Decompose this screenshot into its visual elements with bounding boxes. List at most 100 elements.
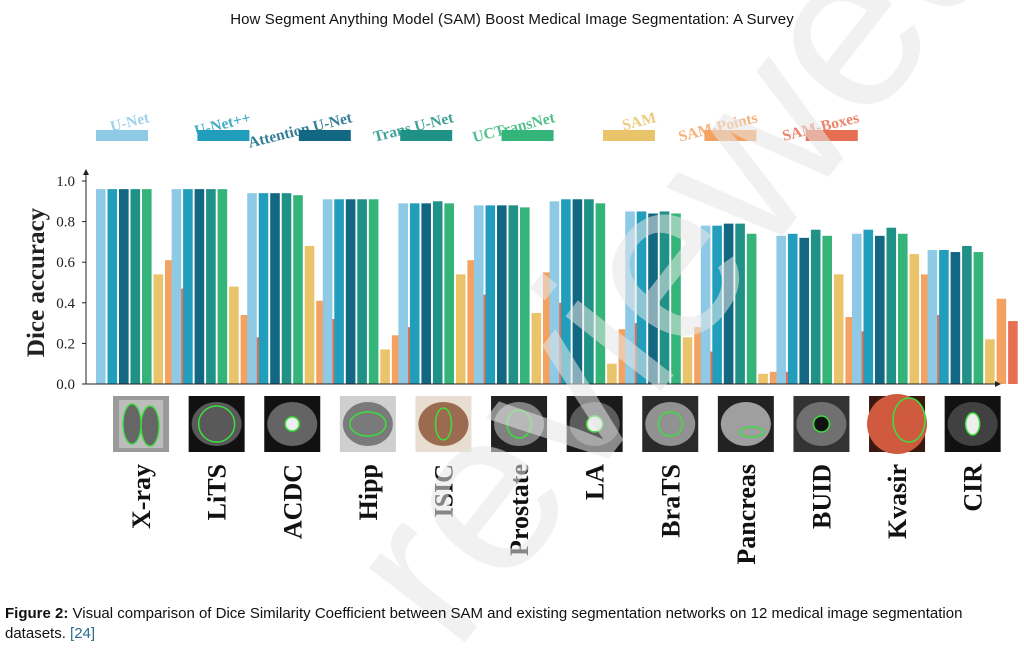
- y-tick-label: 0.4: [56, 296, 75, 312]
- bar: Pancreas — Trans U-Net: 0.79: [735, 223, 745, 384]
- bar: Pancreas — Attention U-Net: 0.79: [723, 223, 734, 384]
- lits-thumbnail: [188, 396, 245, 452]
- bar: LiTS — U-Net++: 0.96: [183, 189, 193, 384]
- bar: ISIC — UCTransNet: 0.89: [444, 203, 454, 384]
- caption-text: Visual comparison of Dice Similarity Coe…: [5, 605, 963, 642]
- bar: BUID — U-Net: 0.73: [776, 235, 786, 384]
- chart-axes: 0.0 0.2 0.4 0.6 0.8 1.0 Dice accuracy: [23, 169, 1001, 393]
- legend-item: SAM-Boxes: [781, 109, 861, 144]
- bar: X-ray — Trans U-Net: 0.96: [130, 189, 141, 384]
- bar: Hipp — Trans U-Net: 0.91: [357, 199, 367, 384]
- bar: Kvasir — U-Net: 0.74: [852, 233, 862, 384]
- bar: Prostate — U-Net++: 0.88: [485, 205, 496, 384]
- bar: Kvasir — SAM: 0.64: [909, 254, 920, 384]
- bar: Kvasir — SAM-Boxes: 0.34: [932, 314, 943, 384]
- bar: LiTS — UCTransNet: 0.96: [217, 189, 228, 384]
- buid-thumbnail: [793, 396, 850, 452]
- bar: LA — SAM-Boxes: 0.3: [630, 323, 640, 384]
- bar: BUID — U-Net++: 0.74: [787, 233, 798, 384]
- bar: Pancreas — UCTransNet: 0.74: [746, 233, 757, 384]
- bar: Prostate — SAM-Points: 0.55: [543, 272, 553, 384]
- bar: LA — SAM: 0.1: [607, 363, 617, 384]
- bar-group: CIR — U-Net: 0.66CIR — U-Net++: 0.66CIR …: [927, 245, 1018, 384]
- bar: LiTS — U-Net: 0.96: [171, 189, 182, 384]
- bar: BraTS — Trans U-Net: 0.85: [659, 211, 670, 384]
- legend-swatch: [298, 130, 351, 141]
- bar-groups: X-ray — U-Net: 0.96X-ray — U-Net++: 0.96…: [96, 189, 1018, 384]
- bar: ACDC — SAM-Boxes: 0.32: [327, 319, 338, 384]
- bar: BUID — UCTransNet: 0.73: [822, 235, 832, 384]
- legend-swatch: [603, 130, 655, 141]
- figure-caption: Figure 2: Visual comparison of Dice Simi…: [5, 604, 1020, 644]
- bar: Hipp — SAM: 0.17: [380, 349, 390, 384]
- y-axis-label: Dice accuracy: [23, 207, 50, 357]
- bar: CIR — U-Net: 0.66: [927, 250, 938, 384]
- bar: ISIC — SAM-Points: 0.61: [467, 260, 477, 384]
- bar: Pancreas — SAM-Points: 0.06: [769, 371, 780, 384]
- legend-item: Attention U-Net: [246, 109, 354, 151]
- la-thumbnail: [566, 396, 623, 452]
- x-tick-label: ISIC: [429, 464, 458, 517]
- legend-swatch: [805, 130, 858, 141]
- bar-group: Prostate — U-Net: 0.88Prostate — U-Net++…: [474, 205, 565, 384]
- bar-group: LA — U-Net: 0.9LA — U-Net++: 0.91LA — At…: [549, 199, 640, 384]
- x-tick-label: BUID: [807, 464, 836, 529]
- x-tick-label: ACDC: [278, 464, 307, 539]
- running-header: How Segment Anything Model (SAM) Boost M…: [230, 11, 794, 28]
- x-tick-label: Pancreas: [732, 464, 761, 565]
- bar: BraTS — Attention U-Net: 0.84: [648, 213, 658, 384]
- legend-item: U-Net: [96, 109, 152, 141]
- bar: BUID — Attention U-Net: 0.72: [799, 237, 809, 384]
- brats-thumbnail: [642, 396, 699, 452]
- x-tick-label: BraTS: [656, 464, 685, 538]
- prostate-thumbnail: [491, 396, 548, 452]
- legend-item: Trans U-Net: [372, 109, 456, 146]
- bar-group: BraTS — U-Net: 0.85BraTS — U-Net++: 0.85…: [625, 211, 716, 384]
- hipp-thumbnail: [339, 396, 396, 452]
- x-tick-label: LiTS: [203, 464, 232, 520]
- legend-swatch: [704, 130, 757, 141]
- bar: BraTS — U-Net++: 0.85: [636, 211, 647, 384]
- bar: ACDC — UCTransNet: 0.93: [293, 195, 303, 384]
- bar: BraTS — U-Net: 0.85: [625, 211, 635, 384]
- bar-group: Hipp — U-Net: 0.91Hipp — U-Net++: 0.91 Hi…: [322, 199, 413, 384]
- dice-bar-chart: U-Net U-Net++Attention U-Net Trans U-Net UC…: [23, 109, 1018, 565]
- bar: LA — Trans U-Net: 0.91: [584, 199, 594, 384]
- bar: Pancreas — SAM: 0.05: [758, 373, 768, 384]
- bar: ACDC — U-Net++: 0.94: [258, 193, 269, 384]
- bar: BraTS — SAM-Points: 0.28: [694, 327, 704, 384]
- bar: Hipp — U-Net: 0.91: [322, 199, 333, 384]
- isic-thumbnail: [415, 396, 472, 452]
- citation-link[interactable]: [24]: [70, 625, 96, 642]
- x-tick-label: X-ray: [127, 464, 156, 529]
- kvasir-thumbnail: [867, 394, 928, 454]
- bar: LA — Attention U-Net: 0.91: [572, 199, 583, 384]
- bar: X-ray — SAM-Points: 0.61: [165, 260, 175, 384]
- bar: CIR — UCTransNet: 0.65: [973, 252, 984, 384]
- x-tick-label: Hipp: [354, 464, 383, 520]
- x-tick-label: CIR: [959, 464, 988, 512]
- bar: Prostate — SAM-Boxes: 0.4: [554, 302, 565, 384]
- x-tick-label: Prostate: [505, 464, 534, 556]
- xray-thumbnail: [113, 396, 170, 452]
- bar: BUID — SAM-Boxes: 0.26: [856, 331, 867, 384]
- bar: BUID — Trans U-Net: 0.76: [810, 229, 821, 384]
- bar: LiTS — Trans U-Net: 0.96: [206, 189, 216, 384]
- cir-thumbnail: [944, 396, 1001, 452]
- bar: Pancreas — U-Net++: 0.78: [712, 225, 722, 384]
- x-tick-labels: X-ray LiTS ACDC Hipp ISIC Prostate LA BraTS Panc…: [127, 464, 988, 565]
- y-tick-label: 0.0: [56, 377, 75, 393]
- y-tick-label: 0.2: [56, 336, 75, 352]
- legend-item: SAM: [603, 109, 658, 141]
- legend-item: SAM-Points: [677, 109, 760, 145]
- bar: ACDC — Trans U-Net: 0.94: [281, 193, 292, 384]
- bar-group: LiTS — U-Net: 0.96LiTS — U-Net++: 0.96 Li…: [171, 189, 262, 384]
- bar: LA — UCTransNet: 0.89: [595, 203, 606, 384]
- bar: CIR — Trans U-Net: 0.68: [962, 245, 972, 384]
- bar: CIR — Attention U-Net: 0.65: [950, 252, 961, 384]
- bar: X-ray — UCTransNet: 0.96: [142, 189, 152, 384]
- bar: Hipp — U-Net++: 0.91: [334, 199, 344, 384]
- bar-group: BUID — U-Net: 0.73BUID — U-Net++: 0.74BU…: [776, 229, 867, 384]
- bar: LiTS — SAM: 0.48: [229, 286, 239, 384]
- legend-item: U-Net++: [193, 109, 253, 141]
